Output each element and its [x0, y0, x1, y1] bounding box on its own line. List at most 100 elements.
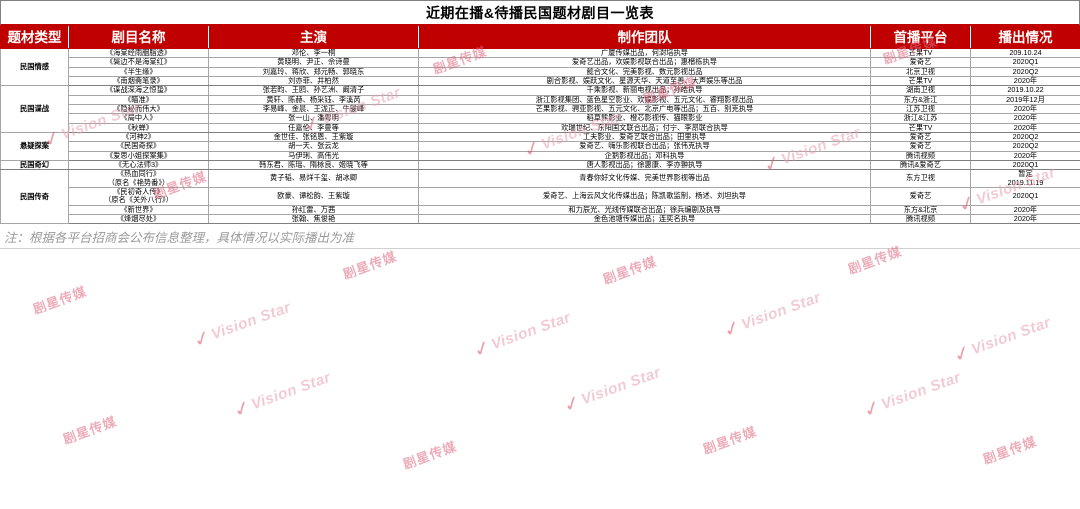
cell-name: 《无心法师3》 [68, 159, 209, 171]
cell-air: 2020年 [970, 113, 1080, 124]
table-row: 《局中人》 张一山、潘粤明 稻草熊影业、橙芯影视传、猫眼影业 浙江&江苏 2020年 [1, 113, 1080, 124]
table-row: 《半生缘》 刘嘉玲、蒋欣、郑元畅、郭晓东 懿合文化、完美影视、数元影视出品 北京卫视 2… [1, 66, 1080, 78]
cell-name: 《民国奇探》 [68, 141, 209, 152]
cell-platform: 芒果TV [870, 122, 971, 133]
cell-team: 芒果影视、骋亚影视、五元文化、北京广电等出品；五百、别克执导 [418, 103, 871, 115]
cell-team: 千乘影视、新丽电视出品；孙皓执导 [418, 85, 871, 96]
watermark-en-text: Vision Star [249, 368, 334, 414]
cell-platform: 芒果TV [870, 75, 971, 87]
table-header: 题材类型 剧目名称 主演 制作团队 首播平台 播出情况 [0, 26, 1080, 49]
cell-cast: 黄轩、陈赫、杨采钰、李溪芮 [208, 94, 419, 105]
cell-team: 爱奇艺出品，欢娱影视联合出品；惠楷栋执导 [418, 57, 871, 68]
table-row: 《隐秘而伟大》 李易峰、金晨、王泷正、牛骏峰 芒果影视、骋亚影视、五元文化、北京广电… [1, 103, 1080, 115]
cell-team: 欢瑞世纪、东阳国文联合出品；付宁、李昂联合执导 [418, 122, 871, 133]
cell-platform: 东方&浙江 [870, 94, 971, 105]
watermark-cn-text: 剧星传媒 [401, 438, 459, 472]
table-row: 《民初奇人传》 （原名《关外八行》） 欧豪、谭松韵、王紫璇 爱奇艺、上海云风文化传媒出… [1, 186, 1080, 206]
watermark: ✓Vision Star [190, 295, 294, 353]
watermark-cn-text: 剧星传媒 [31, 283, 89, 317]
watermark: ✓Vision Star [720, 285, 824, 343]
table-row: 《南烟斋笔录》 刘亦菲、井柏然 剧合影视、娱跃文化、星源天华、天道至善、大声娱乐等出… [1, 75, 1080, 87]
cell-platform: 爱奇艺 [870, 57, 971, 68]
watermark-en-text: Vision Star [969, 313, 1054, 359]
cell-category: 民国奇幻 [0, 159, 69, 171]
cell-name: 《河神2》 [68, 131, 209, 143]
watermark-en-text: Vision Star [879, 368, 964, 414]
cell-cast: 马伊琍、高伟光 [208, 150, 419, 161]
drama-table: 题材类型 剧目名称 主演 制作团队 首播平台 播出情况 民国情感 《海棠经雨胭脂透… [0, 26, 1080, 225]
cell-category: 民国传奇 [0, 169, 69, 225]
cell-platform: 爱奇艺 [870, 131, 971, 143]
watermark-en-text: Vision Star [739, 288, 824, 334]
cell-team: 稻草熊影业、橙芯影视传、猫眼影业 [418, 113, 871, 124]
watermark-cn-text: 剧星传媒 [341, 248, 399, 282]
watermark-v-icon: ✓ [190, 326, 214, 353]
cell-name: 《热血同行》 （原名《艳势番》） [68, 169, 209, 188]
watermark-v-icon: ✓ [470, 336, 494, 363]
page-title-band: 近期在播&待播民国题材剧目一览表 [0, 0, 1080, 26]
cell-team: 爱奇艺、嗨乐影视联合出品；张伟克执导 [418, 141, 871, 152]
cell-name: 《瞄准》 [68, 94, 209, 105]
cell-name: 《局中人》 [68, 113, 209, 124]
cell-team: 唐人影视出品；徐惠康、李亦翀执导 [418, 159, 871, 171]
cell-platform: 芒果TV [870, 47, 971, 59]
cell-platform: 北京卫视 [870, 66, 971, 78]
watermark: ✓Vision Star [860, 365, 964, 423]
table-row: 民国奇幻 《无心法师3》 韩东君、陈瑶、隋栐良、姬晓飞等 唐人影视出品；徐惠康、李亦翀… [0, 159, 1080, 171]
cell-cast: 任嘉伦、李曼等 [208, 122, 419, 133]
footnote-text: 注：根据各平台招商会公布信息整理，具体情况以实际播出为准 [4, 230, 355, 245]
table-row: 《民国奇探》 胡一天、张云龙 爱奇艺、嗨乐影视联合出品；张伟克执导 爱奇艺 2020Q2 [1, 141, 1080, 152]
table-row: 《烽烟尽处》 张翰、焦俊艳 金色池塘传媒出品；连奕名执导 腾讯视频 2020年 [1, 213, 1080, 225]
cell-team: 企鹅影视出品；邓科执导 [418, 150, 871, 161]
cell-name: 《半生缘》 [68, 66, 209, 78]
cell-cast: 刘亦菲、井柏然 [208, 75, 419, 87]
cell-air: 2019年12月 [970, 94, 1080, 105]
cell-team: 浙江影视集团、蓝色星空影业、欢娱影视、五元文化、睿翔影视出品 [418, 94, 871, 105]
cell-team: 工夫影业、爱奇艺联合出品；田里执导 [418, 131, 871, 143]
cell-cast: 孙红雷、万茜 [208, 204, 419, 215]
watermark-cn-text: 剧星传媒 [701, 423, 759, 457]
table-row: 民国情感 《海棠经雨胭脂透》 邓伦、李一桐 广厦传媒出品，何澍培执导 芒果TV 209.1… [0, 47, 1080, 87]
cell-platform: 东方卫视 [870, 169, 971, 188]
cell-air: 2020年 [970, 204, 1080, 215]
cell-category: 民国谍战 [0, 85, 69, 133]
cell-platform: 浙江&江苏 [870, 113, 971, 124]
cell-category: 民国情感 [0, 47, 69, 87]
cell-cast: 张若昀、王鸥、孙艺洲、阚清子 [208, 85, 419, 96]
watermark: ✓Vision Star [230, 365, 334, 423]
cell-cast: 李易峰、金晨、王泷正、牛骏峰 [208, 103, 419, 115]
column-header-team: 制作团队 [418, 26, 871, 49]
watermark: 剧星传媒 [30, 281, 89, 319]
table-row: 《瞄准》 黄轩、陈赫、杨采钰、李溪芮 浙江影视集团、蓝色星空影业、欢娱影视、五元文化… [1, 94, 1080, 105]
footnote: 注：根据各平台招商会公布信息整理，具体情况以实际播出为准 [0, 224, 1080, 250]
cell-cast: 邓伦、李一桐 [208, 47, 419, 59]
watermark: ✓Vision Star [560, 360, 664, 418]
cell-air: 2019.10.22 [970, 85, 1080, 96]
cell-cast: 欧豪、谭松韵、王紫璇 [208, 186, 419, 206]
cell-team: 和力辰光、光线传媒联合出品；徐兵编剧及执导 [418, 204, 871, 215]
page-title: 近期在播&待播民国题材剧目一览表 [425, 4, 655, 21]
cell-platform: 腾讯视频 [870, 150, 971, 161]
cell-team: 剧合影视、娱跃文化、星源天华、天道至善、大声娱乐等出品 [418, 75, 871, 87]
cell-air: 2020Q2 [970, 66, 1080, 78]
cell-air: 2020年 [970, 103, 1080, 115]
cell-air: 2020Q1 [970, 57, 1080, 68]
watermark-cn-text: 剧星传媒 [981, 433, 1039, 467]
watermark-v-icon: ✓ [950, 341, 974, 368]
cell-platform: 江苏卫视 [870, 103, 971, 115]
watermark-v-icon: ✓ [860, 396, 884, 423]
cell-cast: 胡一天、张云龙 [208, 141, 419, 152]
watermark-v-icon: ✓ [720, 316, 744, 343]
watermark-cn-text: 剧星传媒 [601, 253, 659, 287]
watermark-v-icon: ✓ [230, 396, 254, 423]
table-row: 民国传奇 《热血同行》 （原名《艳势番》） 黄子韬、易烊千玺、胡冰卿 青春你好文化传媒、… [0, 169, 1080, 225]
cell-cast: 刘嘉玲、蒋欣、郑元畅、郭晓东 [208, 66, 419, 78]
cell-air: 2020Q2 [970, 141, 1080, 152]
cell-air: 2020年 [970, 122, 1080, 133]
watermark-cn-text: 剧星传媒 [61, 413, 119, 447]
table-header-row: 题材类型 剧目名称 主演 制作团队 首播平台 播出情况 [0, 26, 1080, 49]
column-header-air: 播出情况 [970, 26, 1080, 49]
cell-name: 《南烟斋笔录》 [68, 75, 209, 87]
cell-team: 爱奇艺、上海云风文化传媒出品；陈凯歌监制，杨述、刘坦执导 [418, 186, 871, 206]
cell-cast: 金世佳、张铭恩、王紫璇 [208, 131, 419, 143]
